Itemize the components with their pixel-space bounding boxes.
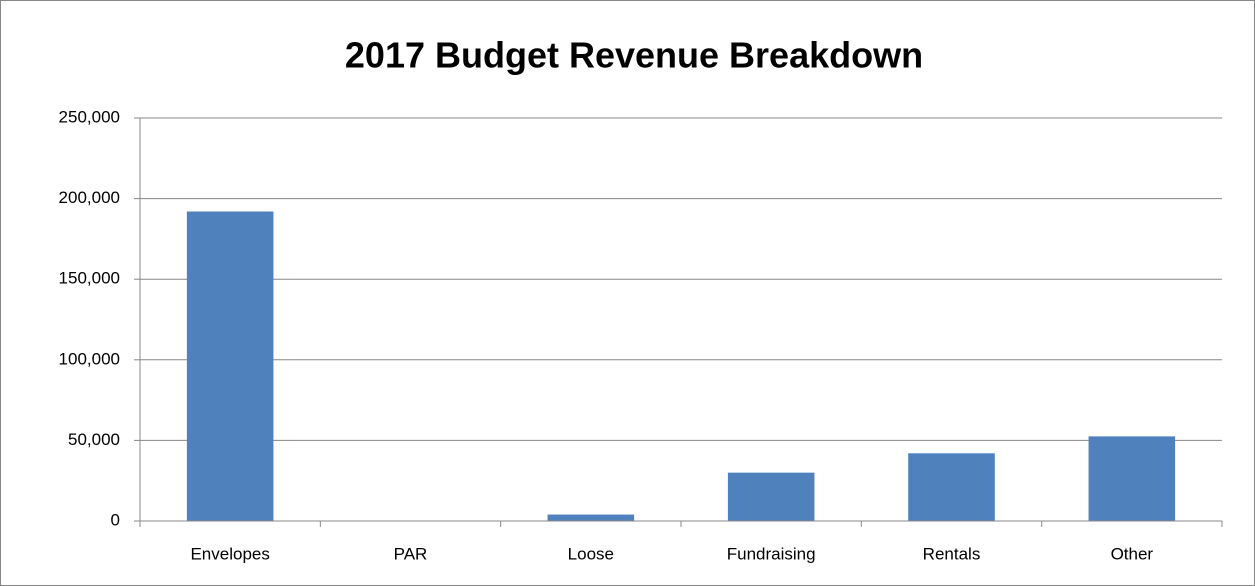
y-tick-label: 250,000 bbox=[59, 107, 120, 126]
chart-title: 2017 Budget Revenue Breakdown bbox=[345, 35, 923, 76]
x-tick-label: Envelopes bbox=[190, 544, 269, 563]
y-tick-label: 200,000 bbox=[59, 188, 120, 207]
bar bbox=[908, 453, 995, 521]
bar bbox=[547, 514, 635, 521]
x-tick-label: Other bbox=[1111, 544, 1154, 563]
bar bbox=[186, 211, 274, 521]
y-tick-label: 150,000 bbox=[59, 269, 120, 288]
x-tick-label: Fundraising bbox=[727, 544, 816, 563]
y-tick-label: 50,000 bbox=[68, 430, 120, 449]
bar bbox=[727, 472, 815, 521]
y-tick-label: 0 bbox=[111, 510, 120, 529]
y-tick-label: 100,000 bbox=[59, 349, 120, 368]
bar bbox=[1088, 436, 1176, 521]
x-tick-label: Loose bbox=[568, 544, 614, 563]
x-tick-label: PAR bbox=[394, 544, 428, 563]
x-tick-label: Rentals bbox=[923, 544, 981, 563]
